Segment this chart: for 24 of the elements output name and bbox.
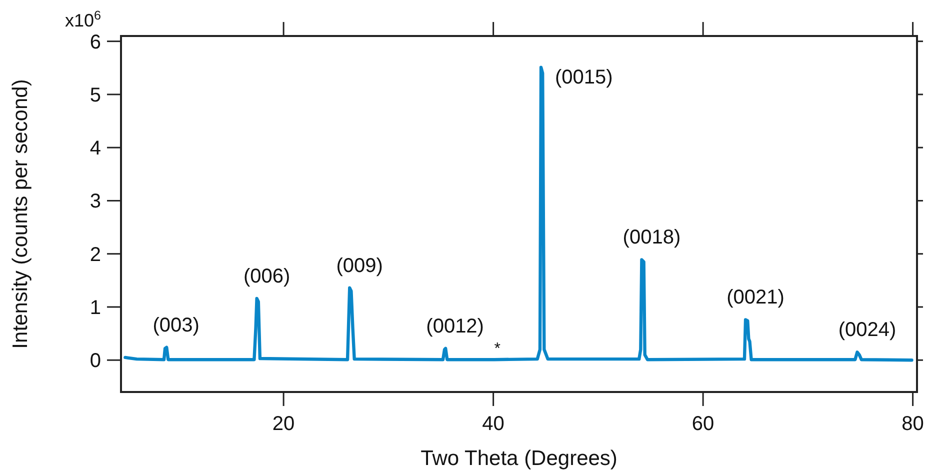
annotation: (0012) [426, 315, 484, 338]
annotation: (0021) [726, 286, 784, 309]
annotation: (0018) [622, 226, 681, 249]
annotation: (003) [152, 314, 200, 336]
x-tick-label: 40 [482, 413, 504, 435]
y-tick-label: 0 [90, 350, 101, 372]
text: x10$^{6}$ [64, 8, 101, 30]
y-tick-label: 4 [90, 138, 101, 160]
y-tick-label: 3 [90, 190, 101, 213]
y-tick-label: 1 [90, 296, 101, 319]
annotation: (006) [243, 265, 290, 288]
line-series [124, 66, 914, 362]
y-tick-label: 5 [90, 84, 101, 106]
x-tick-label: 60 [692, 413, 714, 435]
x-tick-label: 80 [902, 413, 924, 435]
annotation: (0015) [555, 66, 613, 88]
y-tick-label: 2 [90, 244, 101, 266]
annotation: (009) [336, 254, 383, 277]
y-axis-title: Intensity (counts per second) [9, 79, 32, 349]
annotation: (0024) [838, 319, 896, 342]
x-axis-title: Two Theta (Degrees) [420, 447, 618, 470]
x-tick-label: 20 [272, 413, 295, 435]
annotation: * [494, 340, 500, 358]
y-tick-label: 6 [90, 31, 101, 54]
